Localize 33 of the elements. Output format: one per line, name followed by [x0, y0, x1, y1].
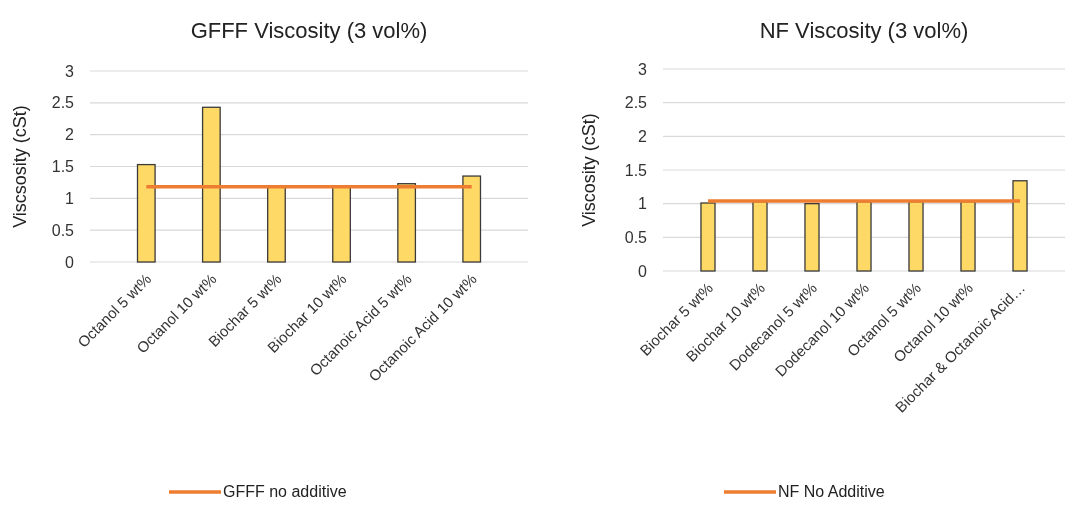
y-tick-label: 1	[638, 195, 648, 213]
bar	[804, 203, 820, 272]
y-tick-label: 2.5	[624, 94, 648, 112]
y-tick-label: 2	[638, 127, 648, 145]
y-axis-title: Viscsosity (cSt)	[10, 105, 30, 228]
bar	[700, 202, 716, 272]
chart-title: NF Viscosity (3 vol%)	[759, 18, 969, 43]
y-tick-label: 0.5	[51, 221, 75, 239]
bar	[856, 201, 872, 272]
bar	[752, 201, 768, 272]
y-tick-label: 3	[638, 60, 648, 78]
y-tick-label: 1.5	[51, 158, 75, 176]
bar	[908, 201, 924, 272]
bar	[462, 175, 482, 263]
bar	[960, 201, 976, 272]
legend-label: GFFF no additive	[223, 483, 347, 500]
y-tick-label: 0	[65, 253, 75, 271]
y-tick-label: 1.5	[624, 161, 648, 179]
bar	[267, 186, 286, 263]
bar	[1012, 180, 1028, 272]
bar	[136, 163, 156, 263]
y-tick-label: 0.5	[624, 228, 648, 246]
bar	[397, 183, 417, 263]
chart-title: GFFF Viscosity (3 vol%)	[190, 18, 428, 43]
y-tick-label: 0	[638, 262, 648, 280]
bar	[201, 106, 221, 263]
y-tick-label: 2	[65, 126, 75, 144]
y-axis-title: Viscosity (cSt)	[579, 113, 599, 227]
y-tick-label: 2.5	[51, 94, 75, 112]
bar	[332, 186, 351, 263]
y-tick-label: 1	[65, 189, 75, 207]
y-tick-label: 3	[65, 62, 75, 80]
legend-label: NF No Additive	[778, 483, 885, 500]
